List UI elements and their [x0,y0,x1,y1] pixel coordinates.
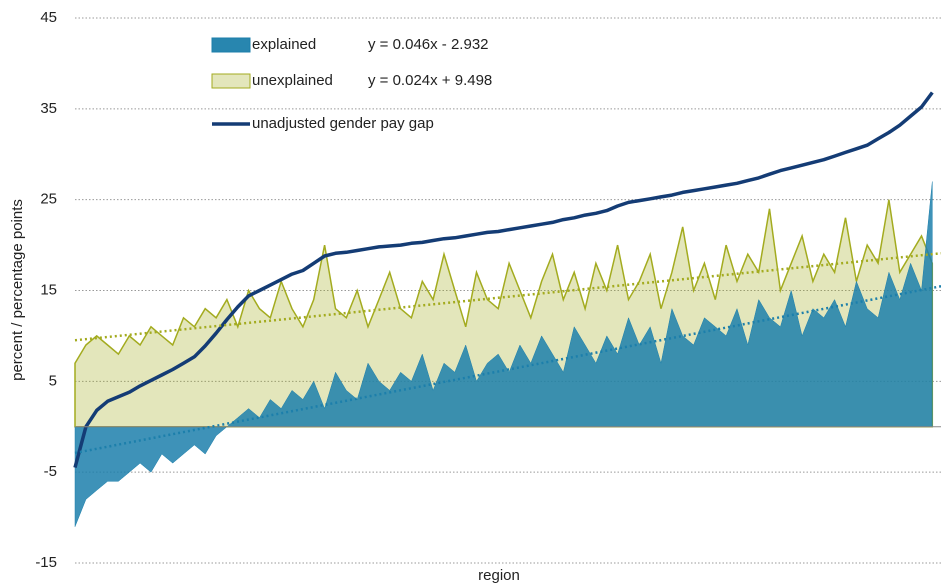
trendline-label: y = 0.024x + 9.498 [368,72,492,89]
legend-label: unexplained [252,72,333,89]
y-tick-label: 25 [40,191,57,208]
legend-label: explained [252,36,316,53]
y-tick-label: 35 [40,100,57,117]
trendline [74,252,941,342]
legend-swatch [211,37,251,53]
y-tick-label: -15 [35,554,57,571]
line [73,91,934,469]
x-axis-label: region [478,567,520,584]
y-tick-label: 15 [40,281,57,298]
trendline [74,285,941,455]
legend-swatch [211,73,251,89]
y-tick-label: 45 [40,9,57,26]
legend-label: unadjusted gender pay gap [252,115,434,132]
y-axis-label: percent / percentage points [9,199,26,381]
y-tick-label: -5 [44,463,57,480]
y-tick-label: 5 [49,372,57,389]
trendline-label: y = 0.046x - 2.932 [368,36,489,53]
area [74,181,933,527]
